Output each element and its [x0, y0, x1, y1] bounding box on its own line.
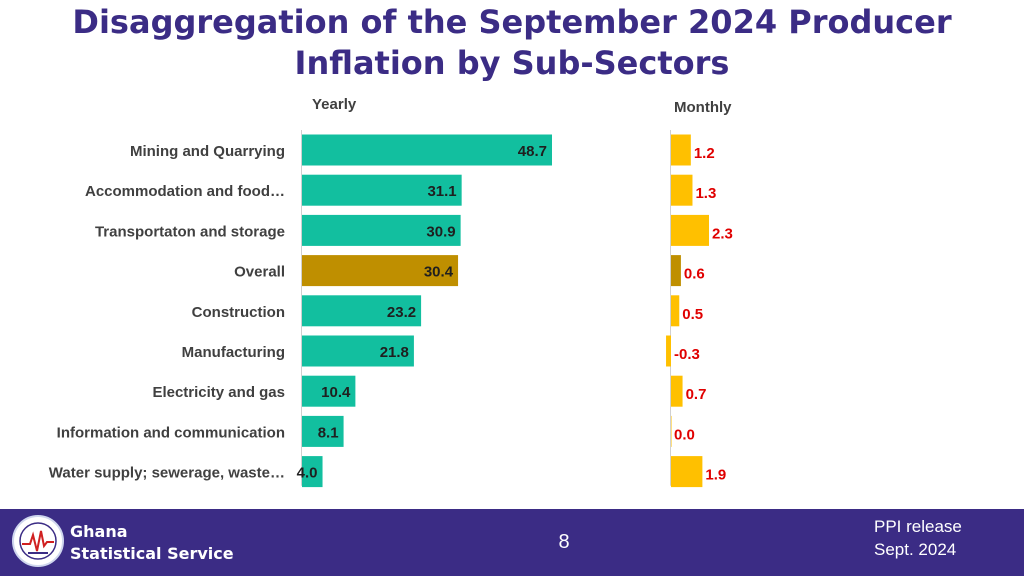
category-label-electricity-and-gas: Electricity and gas [152, 384, 285, 401]
monthly-bar-electricity-and-gas [671, 375, 683, 407]
release-line-2: Sept. 2024 [874, 540, 957, 559]
monthly-bar-accommodation-and-food [671, 174, 693, 206]
monthly-value-manufacturing: -0.3 [674, 346, 700, 363]
page-number: 8 [558, 531, 570, 553]
category-label-overall: Overall [234, 264, 285, 281]
chart-pulse-icon [19, 522, 57, 560]
yearly-value-mining-and-quarrying: 48.7 [518, 143, 547, 160]
release-label: PPI release Sept. 2024 [874, 515, 962, 561]
monthly-bar-mining-and-quarrying [671, 134, 691, 166]
category-label-construction: Construction [192, 304, 285, 321]
monthly-value-construction: 0.5 [682, 306, 703, 323]
yearly-bar-construction [302, 295, 422, 327]
yearly-value-manufacturing: 21.8 [380, 344, 409, 361]
monthly-bar-construction [671, 295, 680, 327]
monthly-value-mining-and-quarrying: 1.2 [694, 145, 715, 162]
yearly-bar-accommodation-and-food [302, 174, 462, 206]
yearly-bar-mining-and-quarrying [302, 134, 552, 166]
category-label-transportaton-and-storage: Transportaton and storage [95, 223, 285, 240]
monthly-bar-transportaton-and-storage [671, 214, 709, 246]
footer-bar: Ghana Statistical Service 8 PPI release … [0, 509, 1024, 576]
yearly-value-electricity-and-gas: 10.4 [321, 384, 351, 401]
category-label-water-supply-sewerage-waste: Water supply; sewerage, waste… [49, 465, 285, 482]
yearly-value-transportaton-and-storage: 30.9 [426, 223, 455, 240]
category-label-manufacturing: Manufacturing [182, 344, 285, 361]
monthly-value-transportaton-and-storage: 2.3 [712, 225, 733, 242]
yearly-bar-transportaton-and-storage [302, 214, 461, 246]
yearly-value-construction: 23.2 [387, 304, 416, 321]
monthly-bar-manufacturing [666, 335, 671, 367]
yearly-value-information-and-communication: 8.1 [318, 424, 339, 441]
monthly-value-information-and-communication: 0.0 [674, 426, 695, 443]
category-label-accommodation-and-food: Accommodation and food… [85, 183, 285, 200]
monthly-bar-information-and-communication [671, 415, 672, 447]
ghana-statistical-service-logo [12, 515, 64, 567]
monthly-value-overall: 0.6 [684, 266, 705, 283]
release-line-1: PPI release [874, 517, 962, 536]
yearly-bar-water-supply-sewerage-waste [302, 456, 323, 488]
monthly-value-water-supply-sewerage-waste: 1.9 [705, 467, 726, 484]
yearly-value-overall: 30.4 [424, 264, 454, 281]
organization-name: Ghana Statistical Service [70, 521, 234, 565]
monthly-bar-overall [671, 255, 681, 287]
title-line-2: Inflation by Sub-Sectors [294, 44, 730, 82]
yearly-bar-manufacturing [302, 335, 414, 367]
sub-sector-inflation-chart: Mining and Quarrying 48.7 1.2 Accommodation… [49, 130, 733, 488]
monthly-value-electricity-and-gas: 0.7 [686, 386, 707, 403]
org-name-line-1: Ghana [70, 522, 128, 541]
page-title: Disaggregation of the September 2024 Pro… [0, 2, 1024, 84]
monthly-bar-water-supply-sewerage-waste [671, 456, 703, 488]
org-name-line-2: Statistical Service [70, 544, 234, 563]
title-line-1: Disaggregation of the September 2024 Pro… [72, 3, 952, 41]
yearly-bar-electricity-and-gas [302, 375, 356, 407]
monthly-panel-label: Monthly [674, 99, 732, 116]
yearly-bar-overall [302, 255, 459, 287]
yearly-panel-label: Yearly [312, 96, 357, 113]
monthly-value-accommodation-and-food: 1.3 [695, 185, 716, 202]
category-label-information-and-communication: Information and communication [57, 424, 285, 441]
yearly-value-water-supply-sewerage-waste: 4.0 [297, 465, 318, 482]
yearly-value-accommodation-and-food: 31.1 [427, 183, 456, 200]
yearly-bar-information-and-communication [302, 415, 344, 447]
category-label-mining-and-quarrying: Mining and Quarrying [130, 143, 285, 160]
